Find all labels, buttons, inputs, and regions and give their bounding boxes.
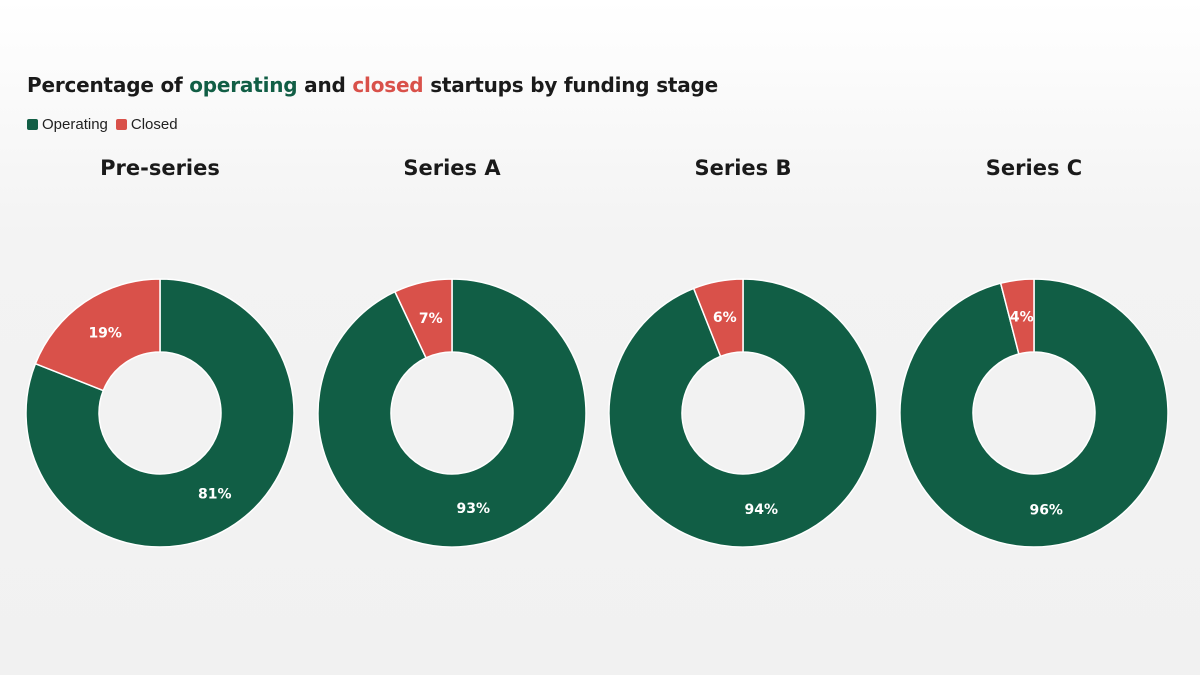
- slice-label-operating: 94%: [745, 502, 779, 518]
- donut-slice-operating[interactable]: [608, 278, 878, 548]
- donut-slice-operating[interactable]: [899, 278, 1169, 548]
- legend-item-closed[interactable]: Closed: [115, 116, 178, 133]
- slice-label-closed: 19%: [88, 325, 122, 341]
- title-suffix: startups by funding stage: [423, 73, 719, 97]
- donut-slice-closed[interactable]: [692, 278, 744, 358]
- donut-title: Series C: [986, 156, 1082, 180]
- legend: Operating Closed: [27, 116, 186, 133]
- slice-label-operating: 93%: [457, 501, 491, 517]
- donut-chart-4: Series C 96% 4%: [899, 156, 1169, 548]
- legend-swatch-operating: [27, 119, 38, 130]
- slice-label-closed: 6%: [713, 310, 737, 326]
- slice-label-closed: 4%: [1010, 309, 1034, 325]
- legend-swatch-closed: [115, 119, 127, 130]
- donut-title: Pre-series: [100, 156, 220, 180]
- title-prefix: Percentage of: [27, 73, 190, 97]
- legend-label-closed: Closed: [130, 116, 178, 133]
- donut-slice-closed[interactable]: [999, 278, 1035, 355]
- title-middle: and: [297, 73, 353, 97]
- donut-chart-1: Pre-series 81% 19%: [25, 156, 295, 548]
- donut-slice-closed[interactable]: [34, 278, 161, 392]
- legend-item-operating[interactable]: Operating: [27, 116, 108, 133]
- donut-title: Series B: [695, 156, 792, 180]
- donut-title: Series A: [403, 156, 501, 180]
- donut-chart-2: Series A 93% 7%: [317, 156, 587, 548]
- donut-slice-operating[interactable]: [317, 278, 587, 548]
- slice-label-operating: 96%: [1029, 503, 1063, 519]
- chart-title: Percentage of operating and closed start…: [27, 73, 718, 97]
- title-operating-word: operating: [189, 73, 298, 97]
- donut-chart-3: Series B 94% 6%: [608, 156, 878, 548]
- slice-label-closed: 7%: [419, 311, 443, 327]
- title-closed-word: closed: [352, 73, 424, 97]
- donut-slice-operating[interactable]: [25, 278, 295, 548]
- slice-label-operating: 81%: [198, 487, 232, 503]
- donut-slice-closed[interactable]: [394, 278, 453, 359]
- legend-label-operating: Operating: [42, 116, 108, 133]
